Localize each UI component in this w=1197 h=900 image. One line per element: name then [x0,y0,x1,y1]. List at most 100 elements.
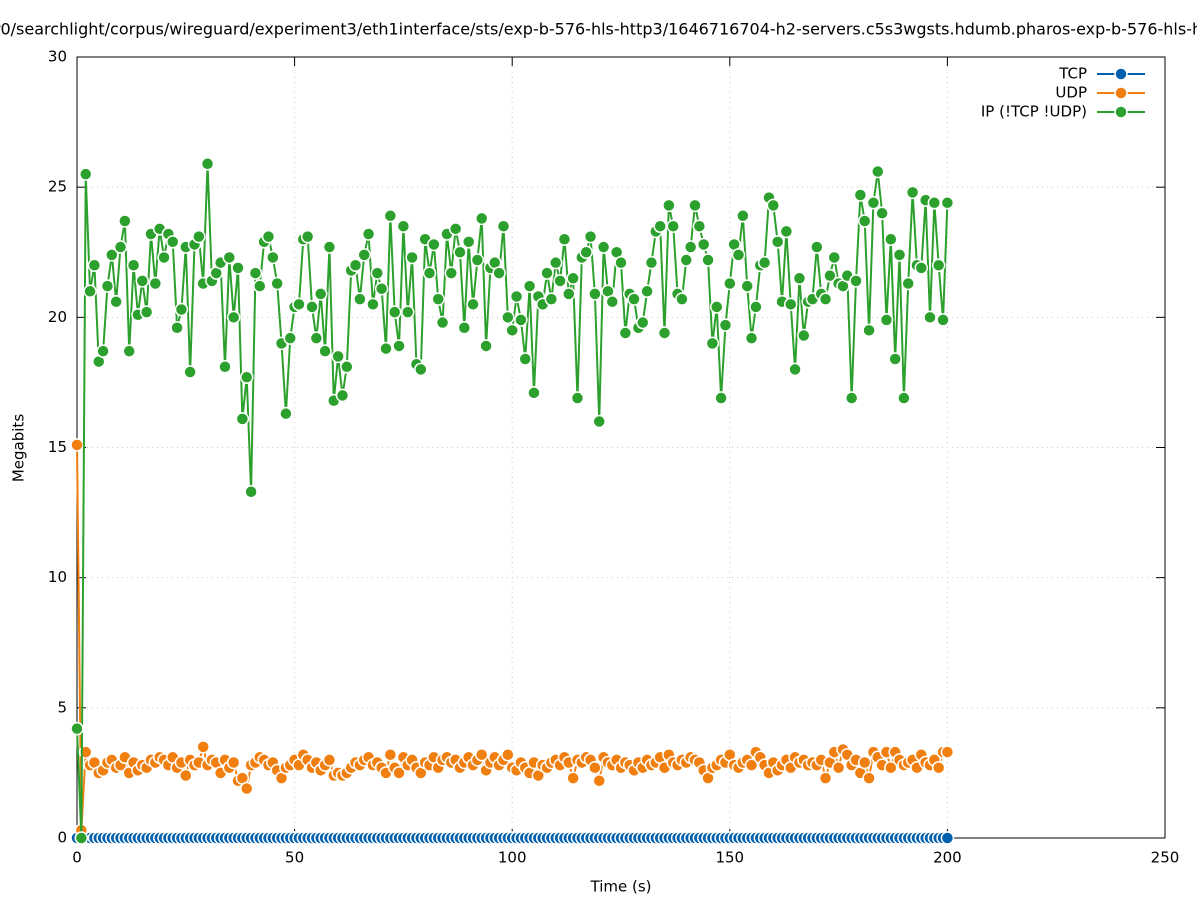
data-point [300,229,315,244]
data-point [862,323,876,338]
data-point [427,237,441,252]
data-point [457,320,472,335]
data-point [596,240,611,254]
data-point [675,292,689,306]
data-point [218,360,232,374]
y-tick-label: 30 [48,48,67,66]
data-point [783,297,798,312]
data-point [105,248,119,262]
data-point [113,240,128,254]
chart-title: r0/searchlight/corpus/wireguard/experime… [0,20,1197,39]
data-point [892,248,907,262]
data-point [679,253,694,267]
data-point [353,292,367,306]
data-point [618,326,633,340]
data-point [96,344,110,358]
data-point [831,760,846,775]
data-point [744,758,759,772]
data-point [244,485,258,499]
data-point [936,313,950,327]
series-line [76,163,949,839]
data-point [696,237,711,252]
data-point [126,258,141,273]
data-point [940,745,955,759]
data-point [422,266,437,280]
data-point [279,406,293,421]
data-point [931,258,946,273]
data-point [283,331,297,345]
data-point [335,388,350,403]
data-point [148,276,163,291]
data-point [170,320,184,335]
legend-marker [1114,105,1128,119]
data-point [757,255,772,270]
data-point [940,831,955,845]
data-point [914,261,929,275]
data-point [640,284,654,299]
data-point [331,349,345,364]
data-point [348,258,363,273]
legend-label: TCP [1058,65,1087,83]
data-point [614,255,628,270]
data-point [305,300,319,314]
data-point [723,276,737,291]
data-point [396,219,411,233]
legend-label: UDP [1055,84,1087,102]
data-point [370,266,385,280]
data-point [466,297,480,312]
data-point [566,271,580,286]
data-point [905,185,920,200]
legend-marker [1114,67,1128,81]
data-point [592,773,606,788]
data-point [248,266,263,280]
data-point [401,305,415,319]
data-point [226,755,241,770]
data-point [157,250,171,265]
data-point [139,305,154,319]
data-point [553,274,567,288]
data-point [923,310,937,325]
y-axis-label: Megabits [10,414,28,482]
x-axis-label: Time (s) [590,878,652,896]
data-point [479,339,493,353]
data-point [322,240,337,254]
data-point [192,229,206,244]
data-point [453,245,467,259]
data-point [174,302,189,317]
data-point [179,768,193,783]
data-point [636,315,650,330]
data-point [292,297,306,312]
data-point [627,292,641,306]
x-tick-label: 0 [72,849,82,867]
data-point [239,781,254,796]
data-point [501,310,515,325]
data-point [518,352,533,366]
data-point [683,240,698,254]
legend-label: IP (!TCP !UDP) [981,103,1087,121]
data-point [405,250,419,265]
y-tick-label: 20 [48,308,67,326]
data-point [474,747,489,762]
plot-border [76,56,1166,839]
data-point [792,271,807,286]
data-point [540,266,554,280]
data-point [70,721,84,736]
data-point [827,250,841,265]
data-point [383,209,398,223]
data-point [118,214,132,228]
data-point [100,279,115,293]
data-point [392,766,406,780]
data-point [448,222,463,236]
data-point [849,274,863,288]
y-tick-label: 10 [48,568,67,586]
data-point [522,279,537,293]
data-point [740,279,754,293]
y-tick-label: 0 [57,829,67,847]
data-point [853,188,868,202]
data-point [501,747,515,762]
data-point [379,341,393,356]
data-point [309,331,324,345]
data-point [818,771,833,785]
data-point [78,167,93,181]
